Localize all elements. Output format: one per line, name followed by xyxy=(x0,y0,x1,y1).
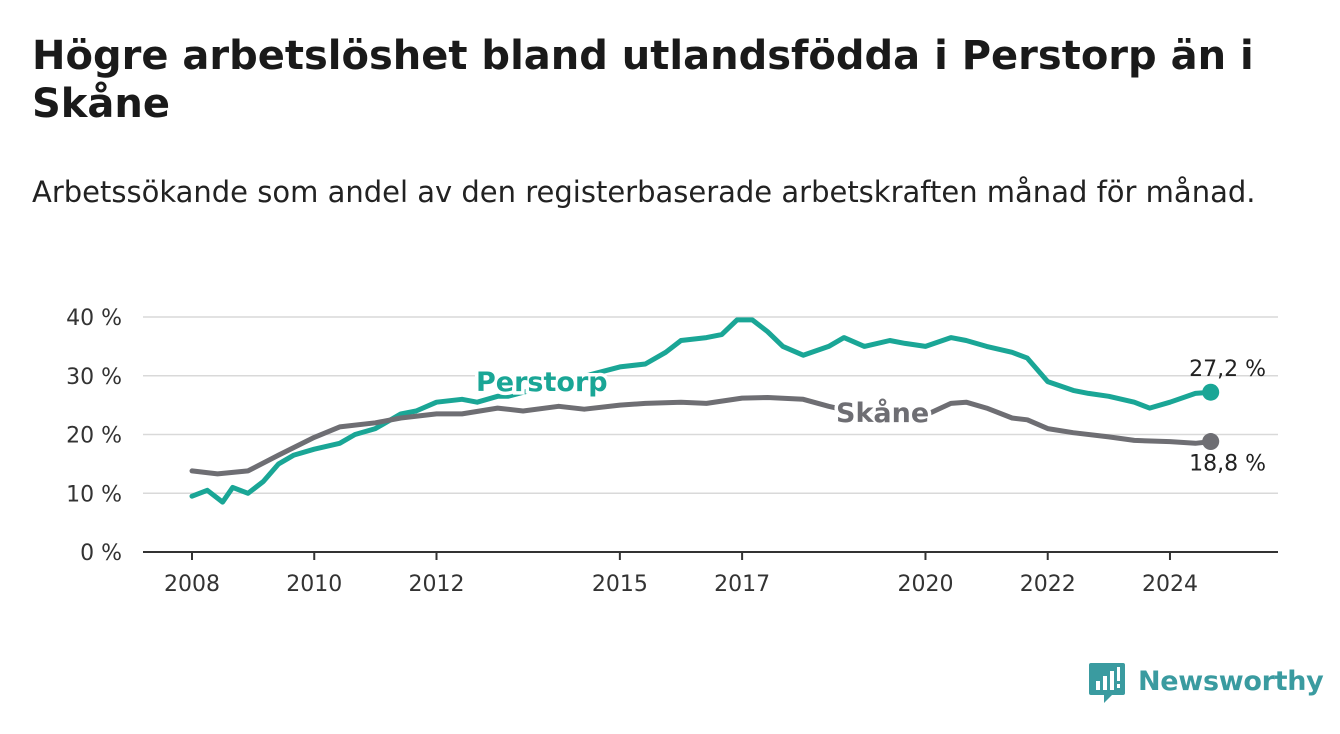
newsworthy-logo-icon xyxy=(1089,663,1125,703)
y-tick-label: 40 % xyxy=(66,306,122,331)
end-value-label: 18,8 % xyxy=(1189,452,1266,477)
y-tick-label: 0 % xyxy=(80,541,122,566)
series-line-skåne xyxy=(189,395,1214,477)
x-tick-label: 2010 xyxy=(286,572,342,597)
brand-name: Newsworthy xyxy=(1138,666,1324,697)
series-label: Skåne xyxy=(836,397,929,429)
y-tick-label: 30 % xyxy=(66,365,122,390)
x-tick-label: 2022 xyxy=(1020,572,1076,597)
y-tick-label: 20 % xyxy=(66,424,122,449)
series-label: Perstorp xyxy=(476,367,608,398)
newsworthy-brand[interactable]: Newsworthy xyxy=(1088,660,1324,706)
series-end-marker xyxy=(1202,383,1220,401)
end-value-label: 27,2 % xyxy=(1189,357,1266,382)
y-tick-label: 10 % xyxy=(66,482,122,507)
x-tick-label: 2017 xyxy=(714,572,770,597)
x-tick-label: 2012 xyxy=(408,572,464,597)
chart-subtitle: Arbetssökande som andel av den registerb… xyxy=(32,175,1256,209)
series-end-marker xyxy=(1202,433,1220,451)
x-tick-label: 2024 xyxy=(1142,572,1198,597)
chart-title: Högre arbetslöshet bland utlandsfödda i … xyxy=(32,33,1254,127)
x-tick-label: 2015 xyxy=(592,572,648,597)
series-line-perstorp xyxy=(189,317,1214,505)
line-chart: 0 % 10 % 20 % 30 % 40 % 2008 2010 2012 2015 2017 2… xyxy=(66,306,1278,597)
x-tick-label: 2020 xyxy=(897,572,953,597)
x-tick-label: 2008 xyxy=(164,572,220,597)
